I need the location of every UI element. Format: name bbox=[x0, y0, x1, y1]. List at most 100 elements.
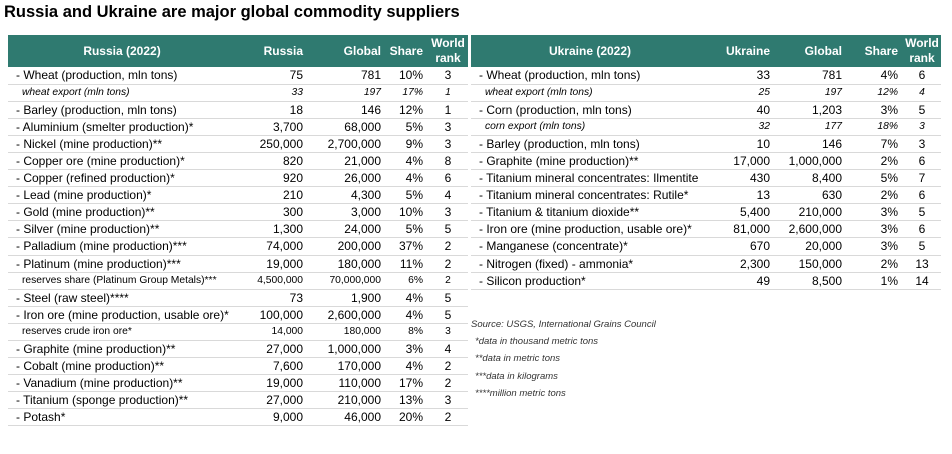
ukraine-table-row: wheat export (mln tons) 25 197 12% 4 bbox=[471, 84, 941, 102]
commodity-cell: corn export (mln tons) bbox=[471, 118, 709, 136]
country-value-cell: 19,000 bbox=[236, 374, 308, 393]
commodity-cell: wheat export (mln tons) bbox=[471, 84, 709, 102]
commodity-cell: - Titanium mineral concentrates: Ilmenti… bbox=[471, 169, 709, 188]
global-value-cell: 210,000 bbox=[308, 391, 386, 410]
commodity-cell: - Titanium mineral concentrates: Rutile* bbox=[471, 186, 709, 205]
russia-table: Russia (2022) Russia Global Share World … bbox=[8, 35, 468, 427]
country-value-cell: 32 bbox=[709, 118, 775, 136]
world-rank-cell: 13 bbox=[903, 255, 941, 273]
world-rank-cell: 5 bbox=[903, 203, 941, 222]
russia-table-row: reserves share (Platinum Group Metals)**… bbox=[8, 272, 468, 290]
commodity-cell: - Vanadium (mine production)** bbox=[8, 374, 236, 393]
global-value-cell: 180,000 bbox=[308, 255, 386, 273]
global-value-cell: 20,000 bbox=[775, 237, 847, 256]
global-value-cell: 146 bbox=[308, 101, 386, 119]
country-value-cell: 820 bbox=[236, 152, 308, 171]
world-rank-cell: 2 bbox=[428, 272, 468, 290]
source-note: Source: USGS, International Grains Counc… bbox=[471, 319, 656, 330]
share-cell: 8% bbox=[386, 323, 428, 342]
share-cell: 9% bbox=[386, 135, 428, 153]
ukraine-table-row: - Barley (production, mln tons) 10 146 7% 3 bbox=[471, 135, 941, 153]
country-value-cell: 27,000 bbox=[236, 340, 308, 359]
country-value-cell: 25 bbox=[709, 84, 775, 102]
country-value-cell: 33 bbox=[236, 84, 308, 102]
commodity-cell: - Nitrogen (fixed) - ammonia* bbox=[471, 255, 709, 273]
country-value-cell: 73 bbox=[236, 289, 308, 307]
russia-table-row: - Copper (refined production)* 920 26,000 4… bbox=[8, 169, 468, 188]
share-cell: 3% bbox=[847, 237, 903, 256]
ukraine-table-row: corn export (mln tons) 32 177 18% 3 bbox=[471, 118, 941, 136]
commodity-cell: - Manganese (concentrate)* bbox=[471, 237, 709, 256]
ukraine-table-row: - Graphite (mine production)** 17,000 1,00… bbox=[471, 152, 941, 171]
russia-table-row: - Vanadium (mine production)** 19,000 110,… bbox=[8, 374, 468, 393]
share-cell: 2% bbox=[847, 152, 903, 171]
commodity-cell: - Copper (refined production)* bbox=[8, 169, 236, 188]
global-value-cell: 8,400 bbox=[775, 169, 847, 188]
global-value-cell: 4,300 bbox=[308, 186, 386, 205]
country-value-cell: 81,000 bbox=[709, 220, 775, 239]
footnote: **data in metric tons bbox=[475, 353, 561, 365]
russia-header-global: Global bbox=[308, 35, 386, 67]
country-value-cell: 920 bbox=[236, 169, 308, 188]
commodity-cell: - Wheat (production, mln tons) bbox=[8, 67, 236, 85]
russia-table-row: - Palladium (mine production)*** 74,000 20… bbox=[8, 237, 468, 256]
commodity-cell: - Potash* bbox=[8, 408, 236, 427]
share-cell: 7% bbox=[847, 135, 903, 153]
world-rank-cell: 5 bbox=[428, 306, 468, 324]
world-rank-cell: 3 bbox=[428, 118, 468, 136]
share-cell: 2% bbox=[847, 186, 903, 205]
russia-header-country: Russia bbox=[236, 35, 308, 67]
commodity-cell: - Cobalt (mine production)** bbox=[8, 357, 236, 376]
share-cell: 5% bbox=[386, 186, 428, 205]
country-value-cell: 300 bbox=[236, 203, 308, 222]
country-value-cell: 430 bbox=[709, 169, 775, 188]
global-value-cell: 1,203 bbox=[775, 101, 847, 119]
global-value-cell: 21,000 bbox=[308, 152, 386, 171]
country-value-cell: 250,000 bbox=[236, 135, 308, 153]
share-cell: 17% bbox=[386, 84, 428, 102]
global-value-cell: 197 bbox=[308, 84, 386, 102]
country-value-cell: 9,000 bbox=[236, 408, 308, 427]
commodity-cell: - Barley (production, mln tons) bbox=[471, 135, 709, 153]
commodity-cell: - Silver (mine production)** bbox=[8, 220, 236, 239]
share-cell: 13% bbox=[386, 391, 428, 410]
russia-table-body: - Wheat (production, mln tons) 75 781 10% 3 w… bbox=[8, 67, 468, 427]
commodity-cell: - Aluminium (smelter production)* bbox=[8, 118, 236, 136]
world-rank-cell: 4 bbox=[428, 340, 468, 359]
country-value-cell: 100,000 bbox=[236, 306, 308, 324]
global-value-cell: 170,000 bbox=[308, 357, 386, 376]
share-cell: 3% bbox=[847, 203, 903, 222]
commodity-cell: - Iron ore (mine production, usable ore)… bbox=[471, 220, 709, 239]
country-value-cell: 5,400 bbox=[709, 203, 775, 222]
russia-table-row: - Barley (production, mln tons) 18 146 12% 1 bbox=[8, 101, 468, 119]
world-rank-cell: 7 bbox=[903, 169, 941, 188]
russia-table-row: - Copper ore (mine production)* 820 21,000… bbox=[8, 152, 468, 171]
global-value-cell: 1,000,000 bbox=[308, 340, 386, 359]
share-cell: 5% bbox=[386, 220, 428, 239]
share-cell: 12% bbox=[847, 84, 903, 102]
ukraine-table-panel: Ukraine (2022) Ukraine Global Share Worl… bbox=[471, 35, 941, 290]
world-rank-cell: 3 bbox=[903, 135, 941, 153]
world-rank-cell: 2 bbox=[428, 357, 468, 376]
commodity-cell: - Lead (mine production)* bbox=[8, 186, 236, 205]
share-cell: 11% bbox=[386, 255, 428, 273]
share-cell: 10% bbox=[386, 203, 428, 222]
commodity-cell: - Gold (mine production)** bbox=[8, 203, 236, 222]
country-value-cell: 27,000 bbox=[236, 391, 308, 410]
global-value-cell: 197 bbox=[775, 84, 847, 102]
ukraine-table-row: - Nitrogen (fixed) - ammonia* 2,300 150,00… bbox=[471, 255, 941, 273]
global-value-cell: 1,900 bbox=[308, 289, 386, 307]
global-value-cell: 68,000 bbox=[308, 118, 386, 136]
share-cell: 4% bbox=[386, 289, 428, 307]
country-value-cell: 40 bbox=[709, 101, 775, 119]
world-rank-cell: 3 bbox=[428, 323, 468, 342]
ukraine-header-rank: World rank bbox=[903, 35, 941, 67]
ukraine-table-row: - Manganese (concentrate)* 670 20,000 3% 5 bbox=[471, 237, 941, 256]
russia-table-row: - Steel (raw steel)**** 73 1,900 4% 5 bbox=[8, 289, 468, 307]
world-rank-cell: 6 bbox=[903, 186, 941, 205]
global-value-cell: 26,000 bbox=[308, 169, 386, 188]
world-rank-cell: 2 bbox=[428, 408, 468, 427]
country-value-cell: 19,000 bbox=[236, 255, 308, 273]
share-cell: 4% bbox=[847, 67, 903, 85]
russia-table-row: - Gold (mine production)** 300 3,000 10% 3 bbox=[8, 203, 468, 222]
